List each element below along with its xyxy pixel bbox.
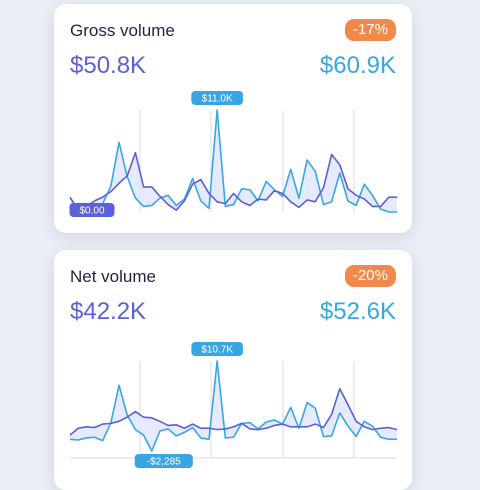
low-tooltip: $0.00 <box>69 203 115 217</box>
low-tooltip-text: $0.00 <box>79 206 104 217</box>
peak-tooltip: $10.7K <box>191 342 243 356</box>
change-badge: -20% <box>344 265 396 287</box>
peak-tooltip-bg <box>191 342 243 356</box>
current-period-line <box>69 151 397 211</box>
previous-period-line <box>69 360 397 452</box>
current-value: $50.8K <box>70 52 147 79</box>
net-volume-chart[interactable]: $10.7K -$2,285 <box>54 250 412 490</box>
low-tooltip-bg <box>134 454 193 468</box>
difference-area <box>70 110 397 212</box>
previous-value: $52.6K <box>319 298 396 325</box>
previous-period-line <box>69 109 397 213</box>
peak-tooltip-text: $11.0K <box>202 94 233 105</box>
low-tooltip: -$2,285 <box>134 454 193 468</box>
current-value: $42.2K <box>70 298 147 325</box>
low-tooltip-bg <box>69 203 115 217</box>
net-volume-card[interactable]: Net volume -20% $42.2K $52.6K $10.7K -$2,… <box>54 250 412 490</box>
peak-tooltip-bg <box>191 91 243 105</box>
card-title: Net volume <box>70 267 156 286</box>
card-title: Gross volume <box>70 21 175 40</box>
gross-volume-chart[interactable]: $11.0K $0.00 <box>54 4 412 233</box>
gross-volume-card[interactable]: Gross volume -17% $50.8K $60.9K $11.0K $0… <box>54 4 412 233</box>
peak-tooltip-text: $10.7K <box>201 345 233 356</box>
low-tooltip-text: -$2,285 <box>147 457 181 468</box>
change-badge: -17% <box>344 19 396 41</box>
peak-tooltip: $11.0K <box>191 91 243 105</box>
difference-area <box>70 361 397 451</box>
current-period-line <box>69 387 398 436</box>
previous-value: $60.9K <box>319 52 396 79</box>
